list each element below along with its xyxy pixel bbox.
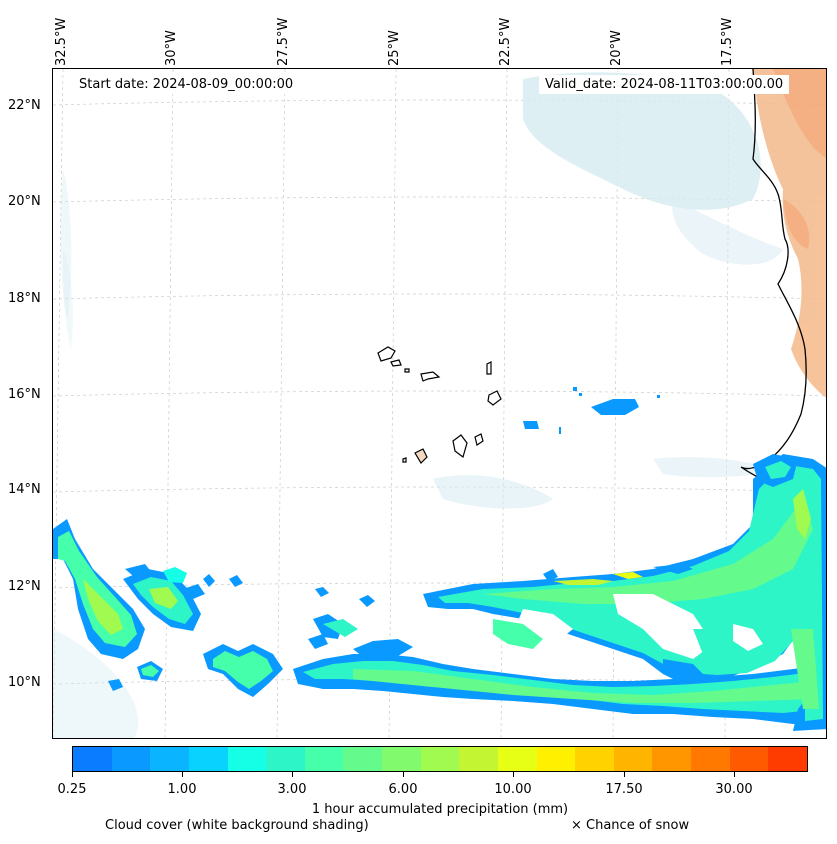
island-santa-luzia <box>404 368 410 373</box>
colorbar-segment <box>691 747 730 771</box>
precipitation-colorbar <box>72 746 808 772</box>
parallel-18n <box>53 293 826 300</box>
colorbar-tickmark <box>624 772 625 777</box>
colorbar-segment <box>382 747 421 771</box>
colorbar-tickmark <box>72 772 73 777</box>
cloud-cover-note: Cloud cover (white background shading) <box>105 818 369 833</box>
colorbar-tickmark <box>513 772 514 777</box>
colorbar-segment <box>536 747 576 771</box>
lon-label-27-5w: 27.5°W <box>276 17 291 66</box>
lon-label-32-5w: 32.5°W <box>54 17 69 66</box>
parallel-20n <box>53 196 826 203</box>
colorbar-segment <box>343 747 382 771</box>
island-sao-vicente <box>390 359 402 367</box>
island-sao-nicolau <box>420 371 441 382</box>
colorbar-tickmark <box>182 772 183 777</box>
cloud-cover-shading <box>53 72 783 738</box>
island-maio <box>474 433 484 446</box>
colorbar-segment <box>652 747 691 771</box>
lon-label-25w: 25°W <box>387 30 402 66</box>
colorbar-segment <box>73 747 112 771</box>
snow-chance-note: × Chance of snow <box>571 818 690 833</box>
map-canvas <box>53 69 826 738</box>
meridian-30w <box>164 69 174 738</box>
lat-label-18n: 18°N <box>8 291 41 306</box>
precipitation-field <box>53 387 826 731</box>
colorbar-segment <box>613 747 653 771</box>
island-santo-antao <box>377 346 396 362</box>
colorbar-segment <box>575 747 614 771</box>
colorbar-tick-label: 1.00 <box>167 782 197 797</box>
lon-label-20w: 20°W <box>609 30 624 66</box>
colorbar-segment <box>420 747 460 771</box>
colorbar-tickmark <box>292 772 293 777</box>
colorbar-label: 1 hour accumulated precipitation (mm) <box>311 802 569 817</box>
lon-label-22-5w: 22.5°W <box>498 17 513 66</box>
colorbar-tick-label: 0.25 <box>57 782 87 797</box>
meridian-27-5w <box>276 69 286 738</box>
island-sal <box>486 361 492 375</box>
start-date-label: Start date: 2024-08-09_00:00:00 <box>73 75 300 94</box>
lat-label-10n: 10°N <box>8 675 41 690</box>
colorbar-segment <box>266 747 305 771</box>
lon-label-17-5w: 17.5°W <box>720 17 735 66</box>
colorbar-segment <box>768 747 807 771</box>
lat-label-22n: 22°N <box>8 98 41 113</box>
meridian-32-5w <box>53 69 64 738</box>
colorbar-tickmark <box>403 772 404 777</box>
valid-date-label: Valid_date: 2024-08-11T03:00:00.00 <box>539 75 790 94</box>
island-boa-vista <box>487 390 502 406</box>
cape-verde-islands <box>377 346 502 464</box>
parallel-22n <box>53 99 826 106</box>
lat-label-16n: 16°N <box>8 387 41 402</box>
colorbar-segment <box>150 747 189 771</box>
lat-label-12n: 12°N <box>8 579 41 594</box>
island-santiago <box>452 434 468 459</box>
colorbar-tick-label: 3.00 <box>277 782 307 797</box>
colorbar-tick-label: 30.00 <box>715 782 753 797</box>
meridian-25w <box>388 69 397 738</box>
land-shading <box>753 69 826 398</box>
colorbar-tick-label: 17.50 <box>605 782 643 797</box>
lat-label-20n: 20°N <box>8 194 41 209</box>
colorbar-tick-label: 10.00 <box>494 782 532 797</box>
colorbar-segment <box>227 747 267 771</box>
island-fogo <box>414 448 428 464</box>
island-brava <box>402 457 407 463</box>
colorbar-segment <box>459 747 498 771</box>
colorbar-tick-label: 6.00 <box>388 782 418 797</box>
parallel-16n <box>53 390 826 397</box>
lon-label-30w: 30°W <box>164 30 179 66</box>
parallel-14n <box>53 486 826 493</box>
parallel-10n <box>53 678 826 685</box>
colorbar-segment <box>188 747 228 771</box>
colorbar-segment <box>497 747 537 771</box>
colorbar-segment <box>304 747 344 771</box>
map-panel[interactable] <box>52 68 827 739</box>
colorbar-tickmark <box>734 772 735 777</box>
colorbar-segment <box>111 747 151 771</box>
colorbar-segment <box>729 747 769 771</box>
lat-label-14n: 14°N <box>8 482 41 497</box>
